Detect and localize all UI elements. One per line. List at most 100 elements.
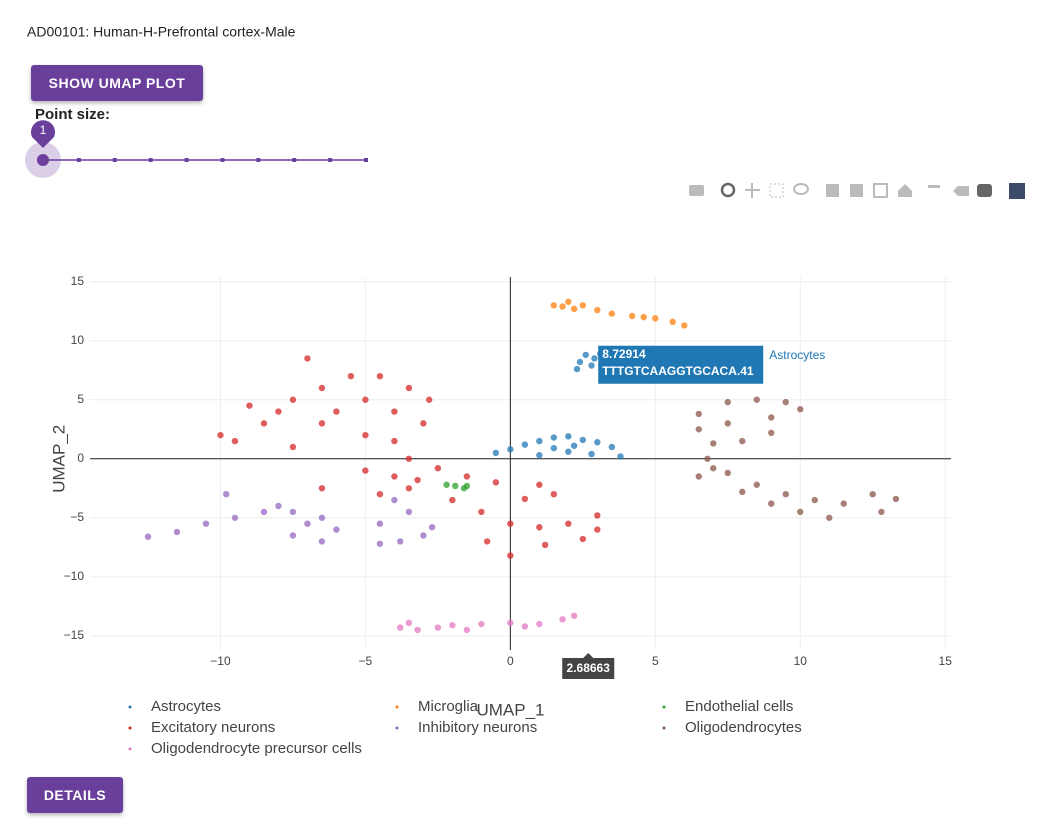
data-point [782,490,789,498]
slider-step [148,158,153,162]
slider-step [292,158,297,162]
data-point [536,437,543,445]
data-point [492,449,500,457]
legend-label: Oligodendrocytes [685,719,802,736]
data-point [289,443,297,451]
data-point [536,524,543,531]
slider-value-pin [31,120,55,148]
zoom-icon[interactable] [720,182,736,198]
plotly-logo[interactable] [1009,183,1025,199]
data-point [565,433,572,440]
data-point [420,420,427,427]
data-point [223,490,230,498]
data-point [594,439,601,446]
data-point [594,306,601,314]
zoom-out-icon[interactable] [850,184,863,197]
data-point [550,302,558,309]
modebar [689,182,1025,199]
data-point [443,481,450,488]
data-point [591,355,598,362]
data-point [565,298,572,305]
data-point [391,473,398,480]
data-point [594,526,601,533]
hover-compare-icon[interactable] [977,184,992,197]
y-tick-label: 15 [71,274,85,288]
data-point [594,512,601,519]
data-point [275,502,282,510]
data-point [202,520,210,527]
legend-marker [128,747,132,751]
data-point [405,455,413,462]
hover-cell: TTTGTCAAGGTGCACA.41 [602,364,754,378]
data-point [478,508,485,516]
slider-step [364,158,368,162]
data-point [260,420,268,427]
data-point [565,520,572,527]
data-point [570,442,578,449]
data-point [669,318,676,326]
data-point [724,420,731,427]
pan-icon[interactable] [745,183,760,198]
y-tick-label: 0 [77,451,84,465]
reset-icon[interactable] [898,184,912,197]
data-point [391,496,398,504]
data-point [492,479,500,486]
data-point [739,437,746,445]
data-point [362,467,369,474]
data-point [541,541,549,549]
data-point [768,414,775,421]
autoscale-icon[interactable] [873,183,888,198]
legend-label: Inhibitory neurons [418,719,537,736]
data-point [797,406,804,413]
x-tick-label: −5 [359,654,373,668]
data-point [507,619,514,627]
hover-y: 8.72914 [602,347,646,361]
data-point [753,396,760,403]
hover-closest-icon[interactable] [953,186,969,196]
data-point [405,485,413,492]
lasso-icon[interactable] [793,183,809,195]
data-point [434,465,442,472]
x-tick-label: 0 [507,654,514,668]
legend-marker [128,705,132,709]
data-point [579,436,587,444]
y-tick-label: −5 [70,510,84,524]
data-point [573,365,581,373]
slider-step [112,158,117,162]
show-umap-button[interactable]: SHOW UMAP PLOT [31,65,203,101]
legend-label: Endothelial cells [685,698,793,715]
spike-icon[interactable] [928,185,940,188]
point-size-slider[interactable]: 1 [25,120,368,178]
data-point [507,446,514,453]
data-point [173,528,181,536]
data-point [536,620,543,628]
data-point [289,532,297,539]
slider-value-label: 1 [40,123,47,137]
data-point [782,398,789,406]
data-point [425,396,433,403]
x-tick-label: 5 [652,654,659,668]
slider-step [184,158,189,162]
camera-icon[interactable] [689,185,704,196]
data-point [608,310,616,317]
x-tick-label: 10 [794,654,808,668]
box-select-icon[interactable] [769,183,784,198]
data-point [521,495,529,503]
data-point [579,535,587,543]
data-point [289,396,297,403]
zoom-in-icon[interactable] [826,184,839,197]
data-point [420,532,427,539]
details-button[interactable]: DETAILS [27,777,123,813]
data-point [536,481,543,488]
data-point [275,408,282,415]
data-point [483,538,491,545]
x-axis-title: UMAP_1 [476,700,544,719]
slider-step [220,158,225,162]
data-point [536,452,543,459]
data-point [478,620,485,628]
data-point [396,538,404,545]
data-point [640,313,647,321]
slider-step [76,158,81,162]
data-point [582,351,589,359]
data-point [347,372,355,380]
